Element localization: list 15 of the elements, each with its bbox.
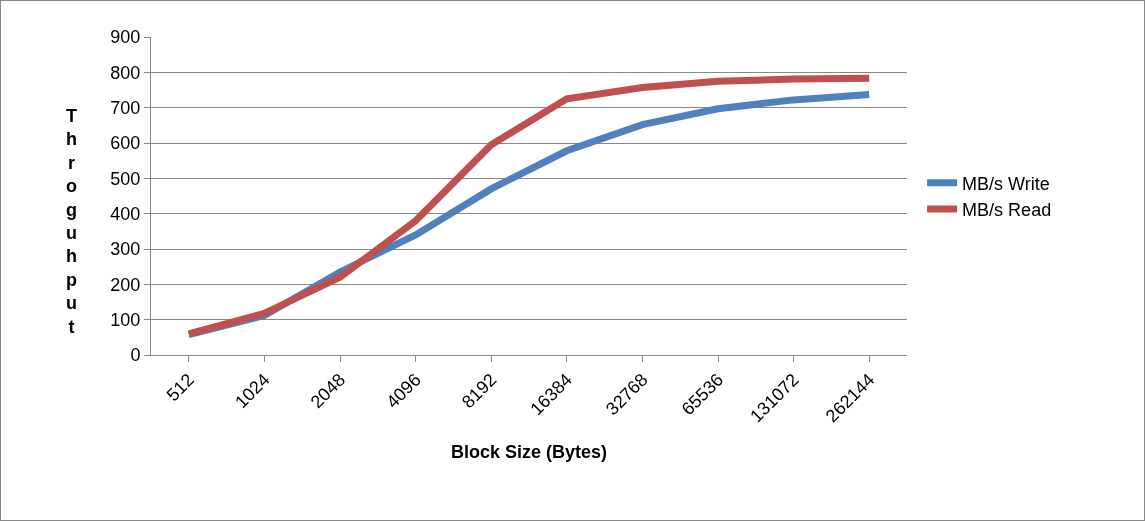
y-tick-label: 400 [110,203,141,224]
legend-label: MB/s Read [962,200,1052,221]
x-tick-label: 512 [162,369,198,406]
legend-label: MB/s Write [962,173,1050,194]
y-tick-label: 200 [110,274,141,295]
y-tick-label: 800 [110,62,141,83]
text: Throguhput [66,106,77,337]
x-axis-title: Block Size (Bytes) [450,442,608,463]
y-tick-label: 0 [130,345,141,366]
y-tick-label: 900 [110,27,141,48]
y-tick-label: 700 [110,97,141,118]
y-tick-label: 300 [110,239,141,260]
y-tick-label: 100 [110,309,141,330]
y-tick-label: 500 [110,168,141,189]
y-tick-label: 600 [110,133,141,154]
